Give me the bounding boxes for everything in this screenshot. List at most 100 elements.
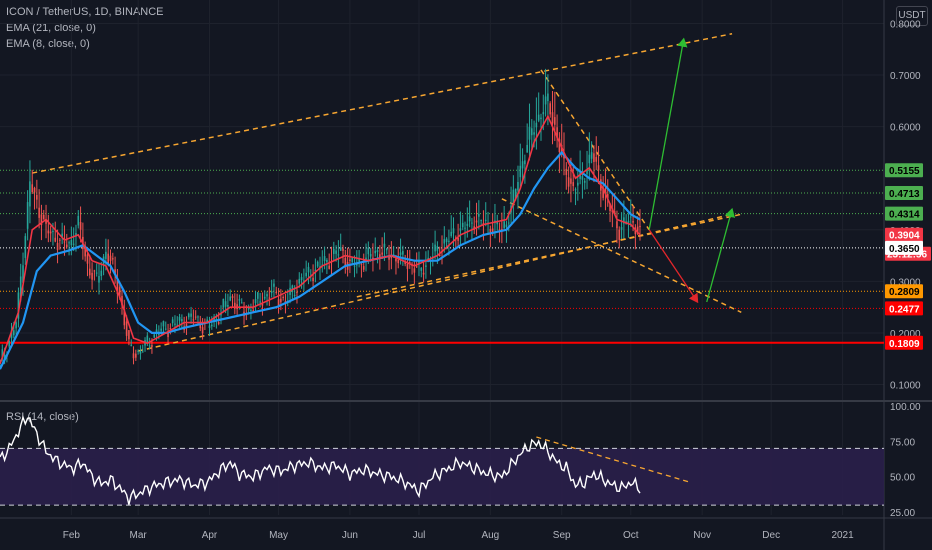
candle-body (526, 144, 528, 153)
candle-body (558, 139, 561, 153)
ema21-line (0, 150, 641, 370)
price-badge-label: 0.3650 (889, 244, 920, 255)
candle-body (42, 214, 45, 220)
candle-body (162, 321, 165, 327)
candle-body (229, 296, 232, 301)
candle-body (385, 248, 388, 251)
candle-body (123, 309, 126, 326)
rsi-tick-label: 25.00 (890, 508, 915, 519)
price-badge-label: 0.3904 (889, 231, 920, 242)
candle-body (312, 277, 314, 282)
candle-body (344, 257, 347, 266)
candle-body (551, 112, 554, 124)
candle-body (19, 276, 22, 300)
candle-body (224, 301, 227, 307)
candle-body (1, 349, 4, 360)
candle-body (404, 261, 406, 264)
candle-body (192, 319, 195, 321)
candle-body (586, 169, 588, 174)
candle-body (91, 272, 93, 280)
price-badge (885, 284, 923, 299)
currency-button[interactable]: USDT (896, 6, 928, 26)
candle-body (542, 112, 545, 115)
x-tick-label: Jul (413, 530, 426, 541)
candle-body (268, 297, 271, 299)
candle-body (109, 255, 112, 261)
candle-body (328, 265, 331, 269)
candle-body (49, 231, 52, 234)
candle-body (461, 222, 464, 228)
candle-body (197, 316, 199, 318)
candle-body (475, 220, 478, 223)
candle-body (190, 313, 192, 317)
candle-body (402, 251, 404, 255)
candle-body (187, 313, 190, 318)
candle-body (118, 287, 121, 299)
legend-ema21: EMA (21, close, 0) (6, 22, 96, 34)
candle-body (38, 207, 40, 218)
candle-body (164, 328, 167, 330)
candle-body (491, 228, 494, 233)
candle-body (360, 264, 363, 266)
candle-body (629, 216, 632, 218)
candle-body (59, 239, 61, 241)
candle-body (604, 188, 607, 194)
candle-body (507, 222, 510, 224)
candle-body (535, 122, 538, 128)
price-tick-label: 0.8000 (890, 19, 921, 30)
candle-body (332, 248, 335, 254)
candle-body (383, 243, 386, 248)
price-badge-label: 0.2477 (889, 304, 920, 315)
candle-body (521, 161, 524, 169)
x-tick-label: Sep (553, 530, 571, 541)
candle-body (408, 261, 411, 264)
candle-body (15, 322, 17, 329)
candle-body (356, 264, 358, 266)
candle-body (314, 269, 317, 272)
candle-body (259, 301, 261, 303)
x-tick-label: Mar (130, 530, 148, 541)
legend-symbol: ICON / TetherUS, 1D, BINANCE (6, 6, 164, 18)
candle-body (139, 351, 142, 354)
candle-body (282, 297, 284, 299)
candle-body (484, 219, 487, 221)
candle-body (459, 228, 462, 231)
candle-body (17, 292, 20, 319)
trend-line-descending-support (501, 198, 742, 313)
candle-body (466, 223, 469, 226)
candle-body (519, 165, 522, 178)
x-tick-label: Oct (623, 530, 639, 541)
candle-body (95, 272, 98, 274)
candle-body (22, 265, 24, 283)
candle-body (549, 103, 552, 115)
candle-body (130, 344, 133, 346)
candle-body (72, 243, 75, 245)
candle-body (167, 332, 169, 338)
candle-body (178, 316, 181, 321)
candle-body (56, 242, 59, 250)
candle-body (13, 330, 15, 336)
candle-body (436, 246, 439, 251)
candle-body (146, 335, 149, 342)
candle-body (234, 302, 236, 309)
candle-body (351, 257, 354, 263)
price-badges: 0.5155 0.4713 0.4314 0.3904 23:12:560.3650 0.… (885, 163, 931, 350)
candle-body (478, 213, 480, 217)
price-tick-label: 0.1000 (890, 381, 921, 392)
candle-body (273, 283, 275, 287)
candle-body (620, 227, 623, 230)
candle-body (206, 319, 208, 322)
price-badge (885, 240, 923, 255)
candle-body (512, 189, 515, 205)
candle-body (128, 330, 130, 340)
candle-body (222, 299, 225, 308)
candle-body (457, 237, 459, 241)
candle-body (199, 323, 202, 329)
candle-body (602, 187, 604, 198)
candle-body (392, 254, 395, 256)
candle-body (450, 231, 453, 236)
price-badge (885, 227, 923, 242)
candle-body (379, 254, 381, 259)
candle-body (367, 247, 370, 255)
